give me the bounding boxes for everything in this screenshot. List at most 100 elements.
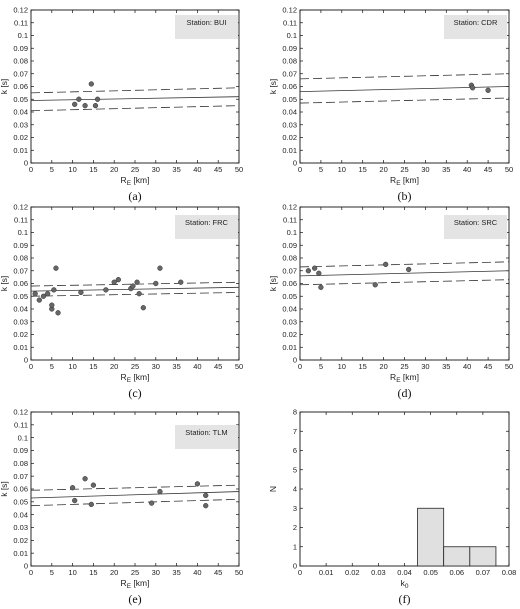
y-tick-label: 6 (293, 446, 297, 455)
x-tick-label: 0.02 (345, 568, 360, 577)
data-point (90, 482, 97, 488)
x-axis-label: RE [km] (121, 578, 150, 590)
x-tick-label: 20 (110, 165, 118, 174)
panel-label: (b) (398, 189, 412, 203)
x-tick-label: 10 (68, 568, 76, 577)
y-tick-label: 0.01 (282, 146, 297, 155)
x-tick-label: 20 (379, 165, 387, 174)
y-tick-label: 0.07 (13, 266, 28, 275)
x-tick-label: 35 (172, 362, 180, 371)
x-tick-label: 35 (172, 165, 180, 174)
y-tick-label: 0.06 (282, 82, 297, 91)
x-tick-label: 0 (298, 165, 302, 174)
data-point (88, 501, 94, 508)
x-tick-label: 20 (379, 362, 387, 371)
x-tick-label: 0 (298, 362, 302, 371)
y-tick-label: 0.06 (13, 82, 28, 91)
y-tick-label: 0.11 (14, 215, 28, 224)
data-point (153, 280, 159, 287)
lower-bound-line (30, 498, 240, 507)
y-axis-label: k [s] (0, 276, 9, 292)
x-tick-label: 0.01 (319, 568, 334, 577)
y-axis-label: k [s] (268, 79, 278, 95)
panel-d: 0 5 10 15 20 25 30 35 40 45 50 0 0.01 0.02 0.03 0.04 0.0… (268, 203, 513, 400)
x-axis-label: RE [km] (121, 175, 150, 187)
y-tick-label: 0.12 (13, 203, 28, 212)
y-tick-label: 0.1 (18, 31, 28, 40)
data-point (316, 270, 322, 276)
x-tick-label: 50 (505, 362, 513, 371)
y-tick-label: 0.08 (13, 254, 28, 263)
y-tick-label: 0.08 (282, 254, 297, 263)
x-tick-label: 10 (338, 165, 346, 174)
station-label: Station: FRC (185, 218, 229, 227)
y-tick-label: 0.09 (282, 241, 297, 250)
y-tick-label: 0 (24, 159, 28, 168)
y-tick-label: 0.1 (18, 228, 28, 237)
y-tick-label: 0.05 (13, 497, 28, 506)
data-point (178, 279, 184, 285)
x-tick-label: 15 (89, 568, 97, 577)
data-point (203, 492, 209, 499)
x-tick-label: 0.03 (371, 568, 386, 577)
y-tick-label: 1 (293, 542, 297, 551)
station-label-box (444, 15, 507, 39)
station-label-box (175, 215, 238, 239)
x-tick-label: 5 (50, 568, 54, 577)
x-tick-label: 25 (400, 165, 408, 174)
panel-f: 0 0.01 0.02 0.03 0.04 0.05 0.06 0.07 0.08 0 1 2 3 4 5 6… (268, 408, 516, 606)
x-tick-label: 10 (68, 165, 76, 174)
data-point (194, 481, 201, 487)
y-axis-label: k [s] (268, 276, 278, 292)
y-tick-label: 8 (293, 408, 297, 417)
lower-bound-line (299, 97, 510, 104)
y-tick-label: 0.04 (13, 510, 28, 519)
y-tick-label: 0.01 (282, 343, 297, 352)
x-tick-label: 45 (484, 165, 492, 174)
x-tick-label: 15 (89, 362, 97, 371)
data-point (383, 261, 389, 268)
data-point (51, 287, 57, 293)
data-point (157, 265, 163, 271)
x-tick-label: 45 (214, 165, 222, 174)
fit-line (30, 491, 240, 499)
y-tick-label: 0 (24, 356, 28, 365)
lower-bound-line (30, 105, 240, 112)
upper-bound-line (30, 281, 240, 287)
y-axis-label: k [s] (0, 79, 9, 95)
data-point (136, 291, 142, 297)
x-tick-label: 40 (193, 568, 201, 577)
data-point (148, 500, 155, 506)
data-point (134, 279, 140, 285)
x-tick-label: 20 (110, 362, 118, 371)
x-tick-label: 50 (505, 165, 513, 174)
fit-line (299, 270, 510, 277)
x-tick-label: 25 (131, 165, 139, 174)
y-tick-label: 0.12 (282, 203, 297, 212)
y-tick-label: 0.09 (282, 44, 297, 53)
y-tick-label: 0.01 (13, 549, 28, 558)
x-axis-label: k0 (401, 578, 409, 590)
y-tick-label: 0.11 (283, 215, 297, 224)
y-tick-label: 0.04 (13, 108, 28, 117)
x-tick-label: 5 (50, 165, 54, 174)
y-tick-label: 0.05 (282, 292, 297, 301)
x-tick-label: 0 (298, 568, 302, 577)
x-tick-label: 50 (235, 568, 243, 577)
x-tick-label: 35 (442, 362, 450, 371)
y-tick-label: 0.05 (282, 95, 297, 104)
y-tick-label: 0.03 (282, 120, 297, 129)
data-point (36, 297, 42, 303)
y-tick-label: 0.09 (13, 446, 28, 455)
y-tick-label: 2 (293, 523, 297, 532)
plot-frame (299, 411, 510, 567)
x-tick-label: 40 (463, 362, 471, 371)
data-point (72, 497, 78, 504)
y-tick-label: 0.04 (282, 305, 297, 314)
x-tick-label: 10 (68, 362, 76, 371)
data-point (140, 305, 146, 311)
y-tick-label: 0.1 (18, 433, 28, 442)
x-tick-label: 0 (29, 568, 33, 577)
x-tick-label: 15 (359, 165, 367, 174)
